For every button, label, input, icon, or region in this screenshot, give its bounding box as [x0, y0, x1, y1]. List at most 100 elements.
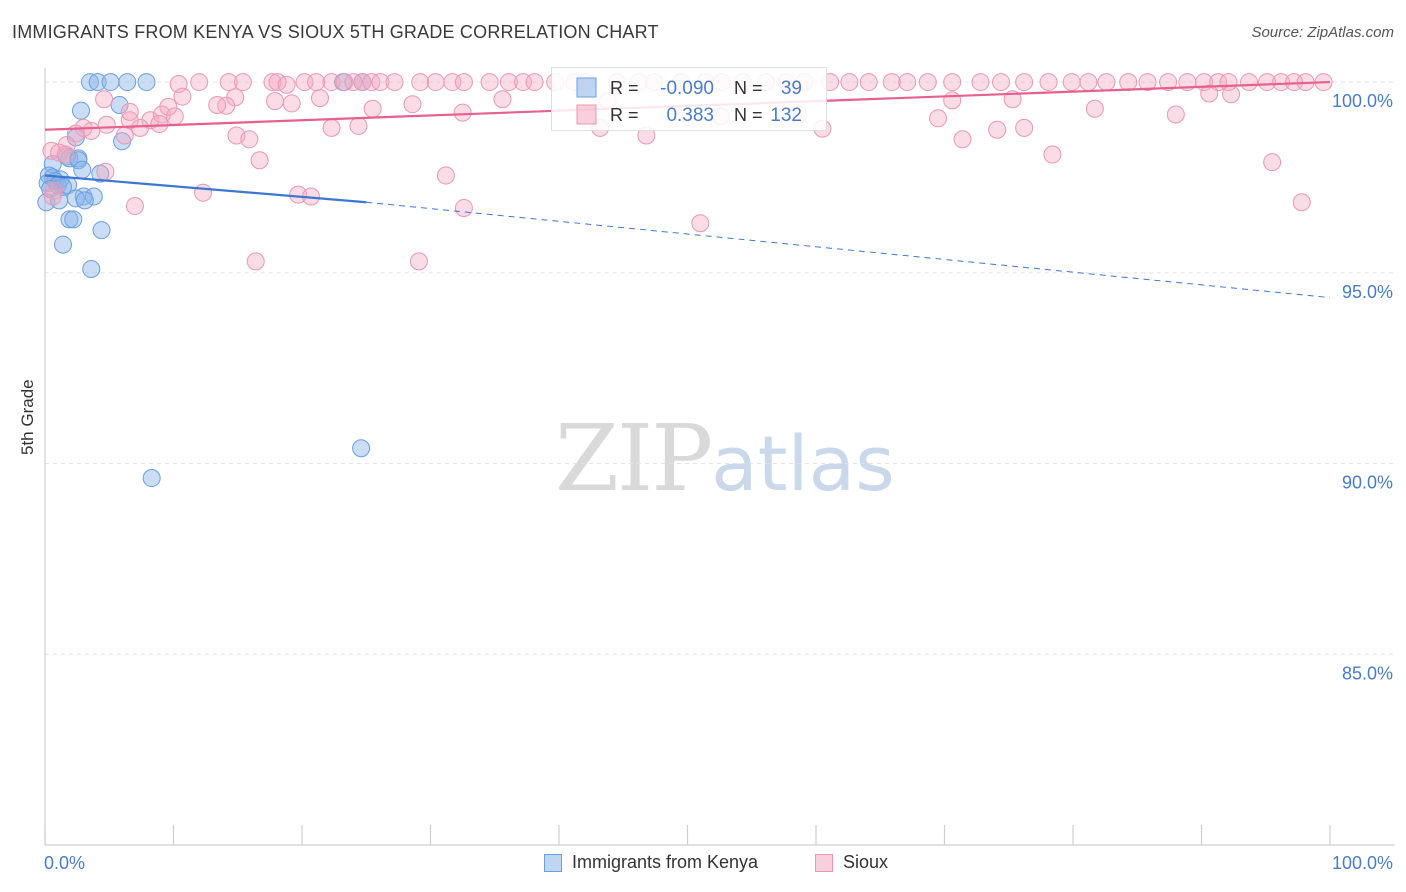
tick-labels: 100.0% 95.0% 90.0% 85.0% 0.0% 100.0% — [44, 91, 1393, 873]
sioux-point-70 — [943, 91, 962, 110]
sioux-point-3 — [263, 73, 282, 92]
sioux-point-115 — [454, 198, 473, 217]
sioux-point-13 — [385, 73, 404, 92]
chart-source: Source: ZipAtlas.com — [1251, 24, 1394, 41]
legend-n-label-0: N = — [734, 78, 763, 98]
sioux-point-91 — [322, 118, 341, 137]
sioux-point-67 — [310, 89, 329, 108]
kenya-point-0 — [80, 73, 99, 92]
sioux-point-72 — [217, 96, 236, 115]
kenya-point-35 — [92, 221, 111, 240]
legend-r-value-1: 0.383 — [666, 105, 714, 126]
sioux-point-45 — [1039, 73, 1058, 92]
sioux-point-92 — [349, 116, 368, 135]
sioux-point-57 — [1258, 73, 1277, 92]
kenya-point-2 — [101, 73, 120, 92]
sioux-point-104 — [250, 151, 269, 170]
sioux-point-107 — [96, 162, 115, 181]
legend-label-sioux: Sioux — [843, 852, 889, 872]
sioux-point-48 — [1097, 73, 1116, 92]
sioux-point-82 — [150, 115, 169, 134]
sioux-point-85 — [97, 115, 116, 134]
legend-swatch-1 — [576, 104, 597, 125]
sioux-point-88 — [115, 126, 134, 145]
kenya-point-34 — [64, 210, 83, 229]
sioux-point-68 — [493, 90, 512, 109]
sioux-point-42 — [971, 73, 990, 92]
sioux-point-37 — [859, 73, 878, 92]
sioux-point-111 — [194, 183, 213, 202]
sioux-point-44 — [1015, 73, 1034, 92]
x-tick-label-max: 100.0% — [1332, 853, 1393, 873]
sioux-point-77 — [1166, 105, 1185, 124]
kenya-point-37 — [82, 259, 101, 278]
sioux-point-38 — [882, 73, 901, 92]
y-tick-label-0: 100.0% — [1332, 91, 1393, 111]
legend-swatch-0 — [576, 77, 597, 98]
sioux-point-66 — [173, 87, 192, 106]
sioux-point-76 — [1085, 99, 1104, 118]
legend-swatch-kenya — [544, 853, 562, 872]
x-tick-label-min: 0.0% — [44, 853, 85, 873]
series-legend: Immigrants from Kenya Sioux — [0, 852, 1406, 878]
kenya-point-7 — [71, 101, 90, 120]
sioux-point-6 — [307, 73, 326, 92]
sioux-point-114 — [125, 197, 144, 216]
legend-n-value-0: 39 — [781, 78, 802, 99]
sioux-point-47 — [1079, 73, 1098, 92]
sioux-point-97 — [953, 130, 972, 149]
kenya-trend-line-extension — [366, 201, 1331, 299]
sioux-point-15 — [426, 73, 445, 92]
sioux-point-58 — [1272, 73, 1291, 92]
sioux-point-14 — [411, 73, 430, 92]
kenya-point-38 — [352, 439, 371, 458]
sioux-point-103 — [56, 145, 75, 164]
sioux-point-78 — [95, 90, 114, 109]
sioux-point-19 — [499, 73, 518, 92]
sioux-point-128 — [1222, 85, 1241, 104]
legend-item-kenya: Immigrants from Kenya — [544, 852, 758, 873]
sioux-point-118 — [246, 252, 265, 271]
sioux-point-98 — [1015, 118, 1034, 137]
kenya-trend-line — [44, 174, 367, 204]
correlation-legend-svg: R = -0.090 N = 39 R = 0.383 N = 132 — [576, 77, 802, 126]
legend-r-label-1: R = — [610, 105, 639, 125]
sioux-point-121 — [159, 97, 178, 116]
chart-title: IMMIGRANTS FROM KENYA VS SIOUX 5TH GRADE… — [12, 22, 659, 42]
sioux-point-95 — [988, 120, 1007, 139]
sioux-point-49 — [1119, 73, 1138, 92]
sioux-point-50 — [1138, 73, 1157, 92]
sioux-point-18 — [480, 73, 499, 92]
sioux-point-40 — [918, 73, 937, 92]
y-tick-label-2: 90.0% — [1342, 473, 1393, 493]
kenya-point-36 — [53, 235, 72, 254]
kenya-point-1 — [88, 73, 107, 92]
kenya-point-16 — [73, 160, 92, 179]
sioux-point-126 — [929, 109, 948, 128]
kenya-point-3 — [118, 73, 137, 92]
sioux-point-74 — [363, 99, 382, 118]
legend-swatch-sioux — [815, 853, 833, 872]
sioux-point-41 — [943, 73, 962, 92]
sioux-point-65 — [266, 92, 285, 111]
watermark-zip: ZIP — [555, 405, 713, 512]
sioux-point-75 — [453, 103, 472, 122]
kenya-point-4 — [137, 73, 156, 92]
sioux-point-51 — [1159, 73, 1178, 92]
sioux-point-43 — [992, 73, 1011, 92]
sioux-point-122 — [208, 95, 227, 114]
sioux-point-109 — [44, 181, 63, 200]
legend-r-value-0: -0.090 — [660, 78, 714, 99]
sioux-point-110 — [43, 187, 62, 206]
sioux-point-119 — [409, 252, 428, 271]
sioux-point-83 — [131, 118, 150, 137]
sioux-point-105 — [1043, 145, 1062, 164]
sioux-point-36 — [840, 73, 859, 92]
sioux-point-127 — [1200, 84, 1219, 103]
kenya-point-39 — [142, 469, 161, 488]
legend-label-kenya: Immigrants from Kenya — [572, 852, 759, 872]
sioux-point-73 — [282, 94, 301, 113]
sioux-point-116 — [691, 214, 710, 233]
legend-n-value-1: 132 — [770, 105, 802, 126]
